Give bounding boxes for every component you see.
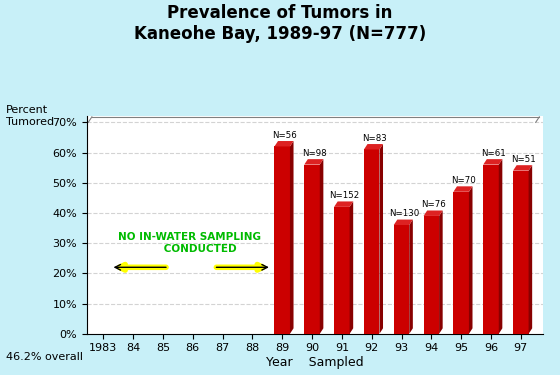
Text: N=70: N=70 <box>451 176 476 185</box>
Polygon shape <box>364 150 380 334</box>
Polygon shape <box>513 165 532 171</box>
Polygon shape <box>274 147 290 334</box>
Polygon shape <box>454 192 469 334</box>
Text: N=76: N=76 <box>421 200 446 209</box>
Text: N=61: N=61 <box>481 148 506 158</box>
Polygon shape <box>409 220 413 334</box>
Text: N=56: N=56 <box>272 130 297 140</box>
Polygon shape <box>364 144 383 150</box>
Polygon shape <box>320 159 323 334</box>
Text: Percent
Tumored: Percent Tumored <box>6 105 54 127</box>
Polygon shape <box>394 225 409 334</box>
Text: 46.2% overall: 46.2% overall <box>6 352 83 362</box>
Polygon shape <box>304 159 323 165</box>
Polygon shape <box>483 159 502 165</box>
Polygon shape <box>290 141 293 334</box>
Polygon shape <box>304 165 320 334</box>
Polygon shape <box>423 210 442 216</box>
Polygon shape <box>334 201 353 207</box>
Polygon shape <box>423 216 439 334</box>
Text: N=83: N=83 <box>362 134 386 142</box>
Text: N=130: N=130 <box>389 209 419 218</box>
Polygon shape <box>380 144 383 334</box>
Text: N=51: N=51 <box>511 154 535 164</box>
Text: NO IN-WATER SAMPLING
      CONDUCTED: NO IN-WATER SAMPLING CONDUCTED <box>118 232 261 254</box>
Polygon shape <box>274 141 293 147</box>
Polygon shape <box>499 159 502 334</box>
Polygon shape <box>454 186 473 192</box>
Polygon shape <box>334 207 349 334</box>
Polygon shape <box>349 201 353 334</box>
Text: Prevalence of Tumors in
Kaneohe Bay, 1989-97 (N=777): Prevalence of Tumors in Kaneohe Bay, 198… <box>134 4 426 42</box>
Polygon shape <box>483 165 499 334</box>
Polygon shape <box>439 210 442 334</box>
Text: N=152: N=152 <box>329 191 360 200</box>
Polygon shape <box>529 165 532 334</box>
Polygon shape <box>394 220 413 225</box>
X-axis label: Year    Sampled: Year Sampled <box>266 356 364 369</box>
Polygon shape <box>469 186 473 334</box>
Polygon shape <box>513 171 529 334</box>
Text: N=98: N=98 <box>302 148 326 158</box>
